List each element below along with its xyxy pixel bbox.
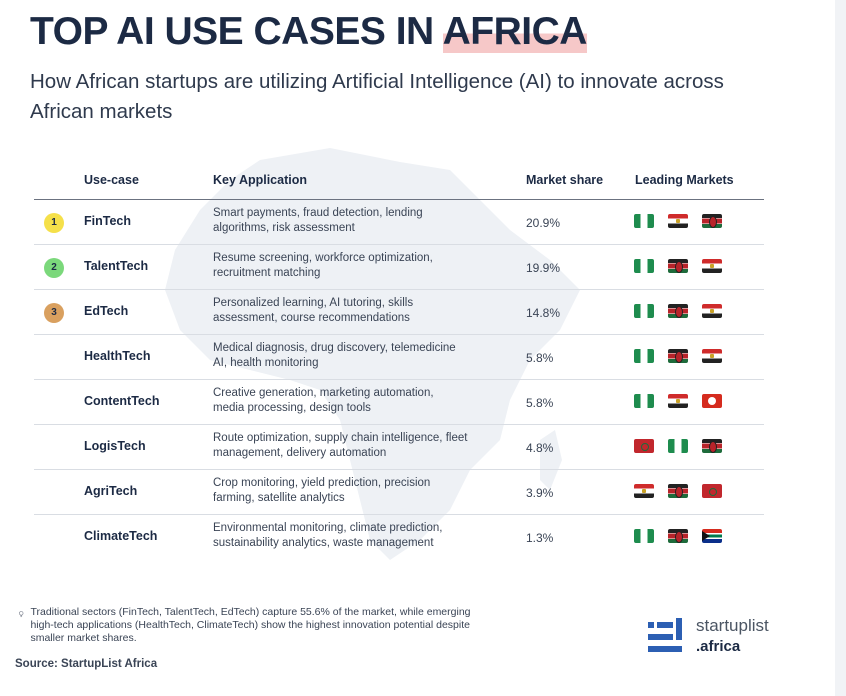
morocco-flag-icon bbox=[702, 484, 722, 498]
table-row: ContentTech Creative generation, marketin… bbox=[34, 380, 764, 425]
use-case-name: LogisTech bbox=[84, 439, 146, 453]
page-subtitle: How African startups are utilizing Artif… bbox=[30, 70, 724, 123]
leading-markets bbox=[634, 394, 722, 408]
market-share-value: 5.8% bbox=[526, 351, 554, 365]
kenya-flag-icon bbox=[668, 259, 688, 273]
table-row: ClimateTech Environmental monitoring, cli… bbox=[34, 515, 764, 560]
use-case-name: HealthTech bbox=[84, 349, 151, 363]
use-case-name: ClimateTech bbox=[84, 529, 158, 543]
nigeria-flag-icon bbox=[634, 214, 654, 228]
market-share-value: 3.9% bbox=[526, 486, 554, 500]
south-africa-flag-icon bbox=[702, 529, 722, 543]
key-application: Environmental monitoring, climate predic… bbox=[213, 522, 443, 549]
table-row: AgriTech Crop monitoring, yield predictio… bbox=[34, 470, 764, 515]
table-header: Use-case Key Application Market share Le… bbox=[34, 165, 764, 200]
leading-markets bbox=[634, 304, 722, 318]
egypt-flag-icon bbox=[668, 214, 688, 228]
column-header-market-share: Market share bbox=[526, 173, 604, 187]
market-share-value: 14.8% bbox=[526, 306, 561, 320]
use-case-name: ContentTech bbox=[84, 394, 160, 408]
kenya-flag-icon bbox=[668, 484, 688, 498]
market-share-value: 1.3% bbox=[526, 531, 554, 545]
page-edge-strip bbox=[835, 0, 846, 696]
table-row: 2 TalentTech Resume screening, workforce o… bbox=[34, 245, 764, 290]
nigeria-flag-icon bbox=[634, 259, 654, 273]
key-application: Medical diagnosis, drug discovery, telem… bbox=[213, 342, 456, 369]
egypt-flag-icon bbox=[702, 259, 722, 273]
africa-map-watermark bbox=[165, 148, 580, 560]
key-application: Smart payments, fraud detection, lending… bbox=[213, 207, 423, 234]
footnote: Traditional sectors (FinTech, TalentTech… bbox=[18, 606, 488, 645]
startuplist-logo: startuplist .africa bbox=[648, 616, 798, 660]
table-row: HealthTech Medical diagnosis, drug discov… bbox=[34, 335, 764, 380]
column-header-key-application: Key Application bbox=[213, 173, 307, 187]
page-title: TOP AI USE CASES IN AFRICA bbox=[30, 10, 587, 53]
logo-text-africa: .africa bbox=[696, 638, 741, 655]
nigeria-flag-icon bbox=[634, 529, 654, 543]
market-share-value: 5.8% bbox=[526, 396, 554, 410]
key-application: Crop monitoring, yield prediction, preci… bbox=[213, 477, 431, 504]
key-application: Resume screening, workforce optimization… bbox=[213, 252, 433, 279]
tunisia-flag-icon bbox=[702, 394, 722, 408]
table-row: 1 FinTech Smart payments, fraud detection,… bbox=[34, 200, 764, 245]
kenya-flag-icon bbox=[702, 214, 722, 228]
key-application: Personalized learning, AI tutoring, skil… bbox=[213, 297, 414, 324]
leading-markets bbox=[634, 439, 722, 453]
rank-badge: 1 bbox=[44, 213, 64, 233]
kenya-flag-icon bbox=[668, 349, 688, 363]
key-application: Creative generation, marketing automatio… bbox=[213, 387, 434, 414]
use-case-name: TalentTech bbox=[84, 259, 149, 273]
egypt-flag-icon bbox=[702, 349, 722, 363]
egypt-flag-icon bbox=[634, 484, 654, 498]
rank-badge: 3 bbox=[44, 303, 64, 323]
column-header-leading-markets: Leading Markets bbox=[635, 173, 734, 187]
footnote-text: Traditional sectors (FinTech, TalentTech… bbox=[30, 606, 471, 644]
kenya-flag-icon bbox=[668, 304, 688, 318]
column-header-use-case: Use-case bbox=[84, 173, 139, 187]
table-row: LogisTech Route optimization, supply chai… bbox=[34, 425, 764, 470]
startuplist-logo-mark-icon bbox=[648, 618, 682, 652]
leading-markets bbox=[634, 529, 722, 543]
nigeria-flag-icon bbox=[634, 349, 654, 363]
morocco-flag-icon bbox=[634, 439, 654, 453]
use-case-name: EdTech bbox=[84, 304, 129, 318]
table-row: 3 EdTech Personalized learning, AI tutorin… bbox=[34, 290, 764, 335]
leading-markets bbox=[634, 259, 722, 273]
source-value: StartupList Africa bbox=[61, 658, 158, 670]
nigeria-flag-icon bbox=[634, 394, 654, 408]
rank-badge: 2 bbox=[44, 258, 64, 278]
nigeria-flag-icon bbox=[668, 439, 688, 453]
source-line: Source: StartupList Africa bbox=[15, 658, 157, 670]
market-share-value: 20.9% bbox=[526, 216, 561, 230]
lightbulb-icon bbox=[19, 611, 24, 618]
leading-markets bbox=[634, 214, 722, 228]
egypt-flag-icon bbox=[702, 304, 722, 318]
key-application: Route optimization, supply chain intelli… bbox=[213, 432, 468, 459]
nigeria-flag-icon bbox=[634, 304, 654, 318]
market-share-value: 4.8% bbox=[526, 441, 554, 455]
market-share-value: 19.9% bbox=[526, 261, 561, 275]
use-case-table: Use-case Key Application Market share Le… bbox=[34, 165, 764, 560]
logo-text-startuplist: startuplist bbox=[696, 616, 769, 635]
use-case-name: FinTech bbox=[84, 214, 131, 228]
leading-markets bbox=[634, 484, 722, 498]
source-label: Source: bbox=[15, 658, 58, 670]
egypt-flag-icon bbox=[668, 394, 688, 408]
leading-markets bbox=[634, 349, 722, 363]
kenya-flag-icon bbox=[668, 529, 688, 543]
kenya-flag-icon bbox=[702, 439, 722, 453]
use-case-name: AgriTech bbox=[84, 484, 138, 498]
